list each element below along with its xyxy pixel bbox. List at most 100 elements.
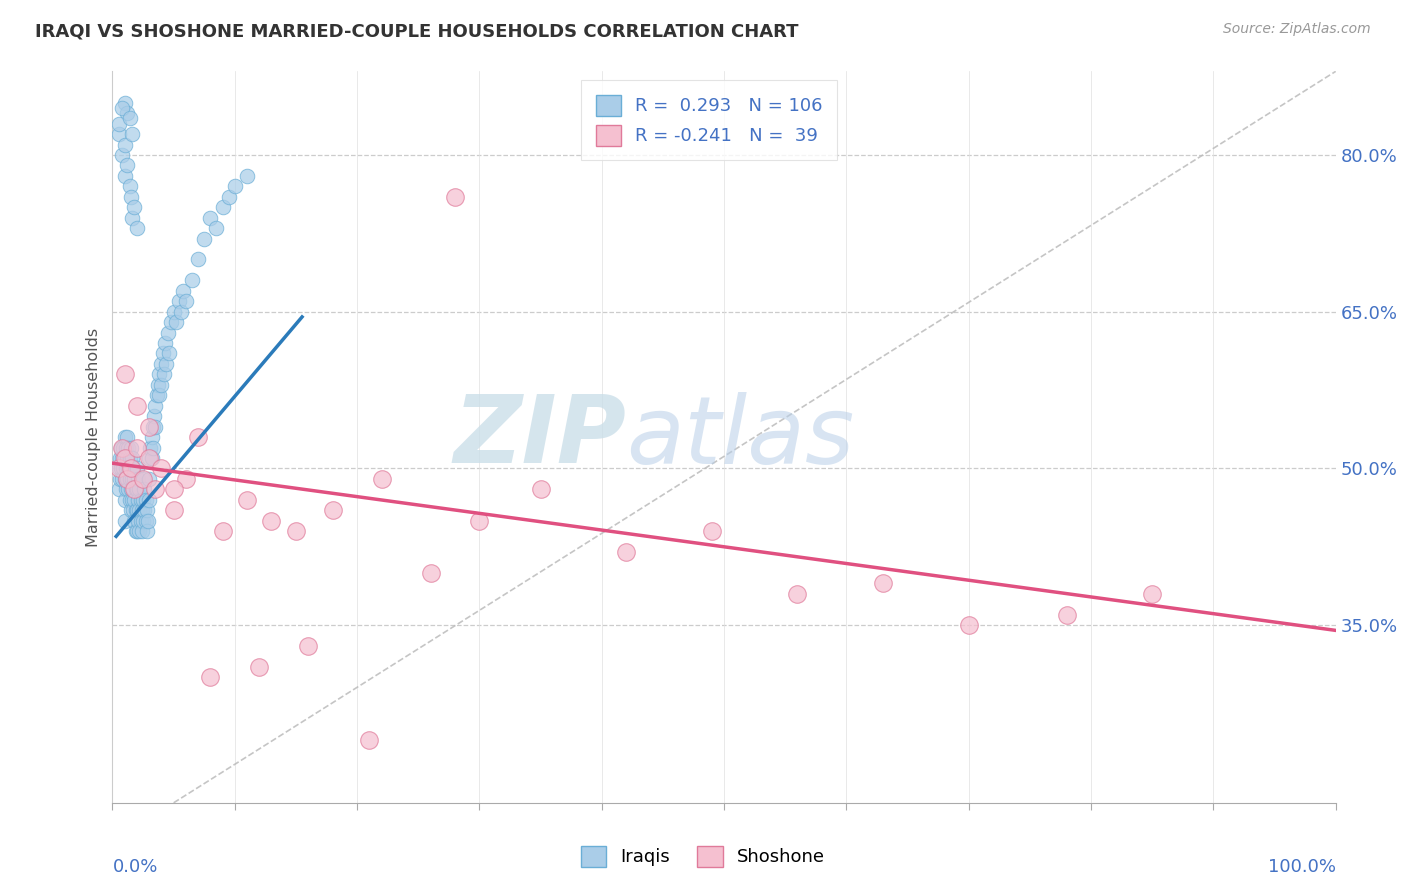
Point [141, 430, 163, 444]
Point [174, 472, 197, 486]
Point [143, 409, 166, 424]
Point [115, 472, 138, 486]
Point [114, 450, 136, 465]
Point [200, 670, 222, 684]
Point [112, 461, 135, 475]
Point [1142, 587, 1164, 601]
Point [200, 211, 222, 225]
Text: Source: ZipAtlas.com: Source: ZipAtlas.com [1223, 22, 1371, 37]
Point [614, 545, 637, 559]
Point [107, 461, 129, 475]
Point [143, 483, 166, 497]
Point [218, 190, 240, 204]
Point [236, 169, 259, 183]
Point [142, 441, 165, 455]
Point [205, 221, 228, 235]
Legend: Iraqis, Shoshone: Iraqis, Shoshone [574, 838, 832, 874]
Point [134, 492, 156, 507]
Point [111, 450, 134, 465]
Text: 100.0%: 100.0% [1268, 858, 1336, 876]
Point [359, 733, 381, 747]
Point [112, 441, 135, 455]
Point [124, 483, 146, 497]
Point [150, 357, 173, 371]
Point [124, 514, 146, 528]
Legend: R =  0.293   N = 106, R = -0.241   N =  39: R = 0.293 N = 106, R = -0.241 N = 39 [581, 80, 838, 160]
Point [120, 461, 142, 475]
Point [167, 294, 190, 309]
Point [127, 492, 149, 507]
Point [444, 190, 467, 204]
Point [419, 566, 441, 580]
Point [134, 514, 156, 528]
Point [107, 461, 129, 475]
Point [786, 587, 808, 601]
Point [121, 127, 143, 141]
Point [114, 514, 136, 528]
Point [139, 441, 162, 455]
Point [111, 101, 134, 115]
Point [153, 336, 176, 351]
Point [108, 450, 131, 465]
Point [153, 368, 176, 382]
Point [118, 179, 141, 194]
Point [165, 315, 187, 329]
Point [370, 472, 392, 486]
Point [115, 472, 138, 486]
Point [114, 492, 136, 507]
Point [110, 441, 132, 455]
Point [187, 252, 209, 267]
Point [145, 388, 167, 402]
Point [138, 450, 160, 465]
Point [468, 514, 491, 528]
Point [152, 346, 174, 360]
Point [117, 483, 139, 497]
Point [120, 483, 142, 497]
Point [120, 190, 142, 204]
Point [132, 472, 155, 486]
Point [124, 200, 146, 214]
Point [115, 430, 138, 444]
Point [128, 483, 150, 497]
Point [127, 514, 149, 528]
Text: ZIP: ZIP [453, 391, 626, 483]
Y-axis label: Married-couple Households: Married-couple Households [86, 327, 101, 547]
Point [156, 326, 179, 340]
Point [155, 357, 177, 371]
Point [135, 524, 157, 538]
Point [108, 472, 131, 486]
Point [114, 450, 136, 465]
Point [138, 492, 160, 507]
Point [125, 524, 148, 538]
Point [131, 524, 153, 538]
Point [148, 388, 170, 402]
Point [957, 618, 980, 632]
Point [117, 461, 139, 475]
Point [132, 492, 155, 507]
Point [872, 576, 894, 591]
Point [118, 112, 141, 126]
Point [114, 472, 136, 486]
Point [529, 483, 551, 497]
Point [115, 461, 138, 475]
Point [163, 483, 186, 497]
Point [125, 503, 148, 517]
Point [118, 450, 141, 465]
Point [247, 660, 270, 674]
Point [170, 304, 193, 318]
Point [118, 472, 141, 486]
Point [132, 472, 155, 486]
Point [163, 503, 186, 517]
Point [120, 461, 142, 475]
Point [115, 441, 138, 455]
Point [138, 419, 160, 434]
Point [115, 106, 138, 120]
Point [117, 441, 139, 455]
Point [107, 483, 129, 497]
Point [141, 450, 163, 465]
Point [125, 399, 148, 413]
Point [700, 524, 723, 538]
Point [134, 503, 156, 517]
Point [118, 492, 141, 507]
Text: atlas: atlas [626, 392, 855, 483]
